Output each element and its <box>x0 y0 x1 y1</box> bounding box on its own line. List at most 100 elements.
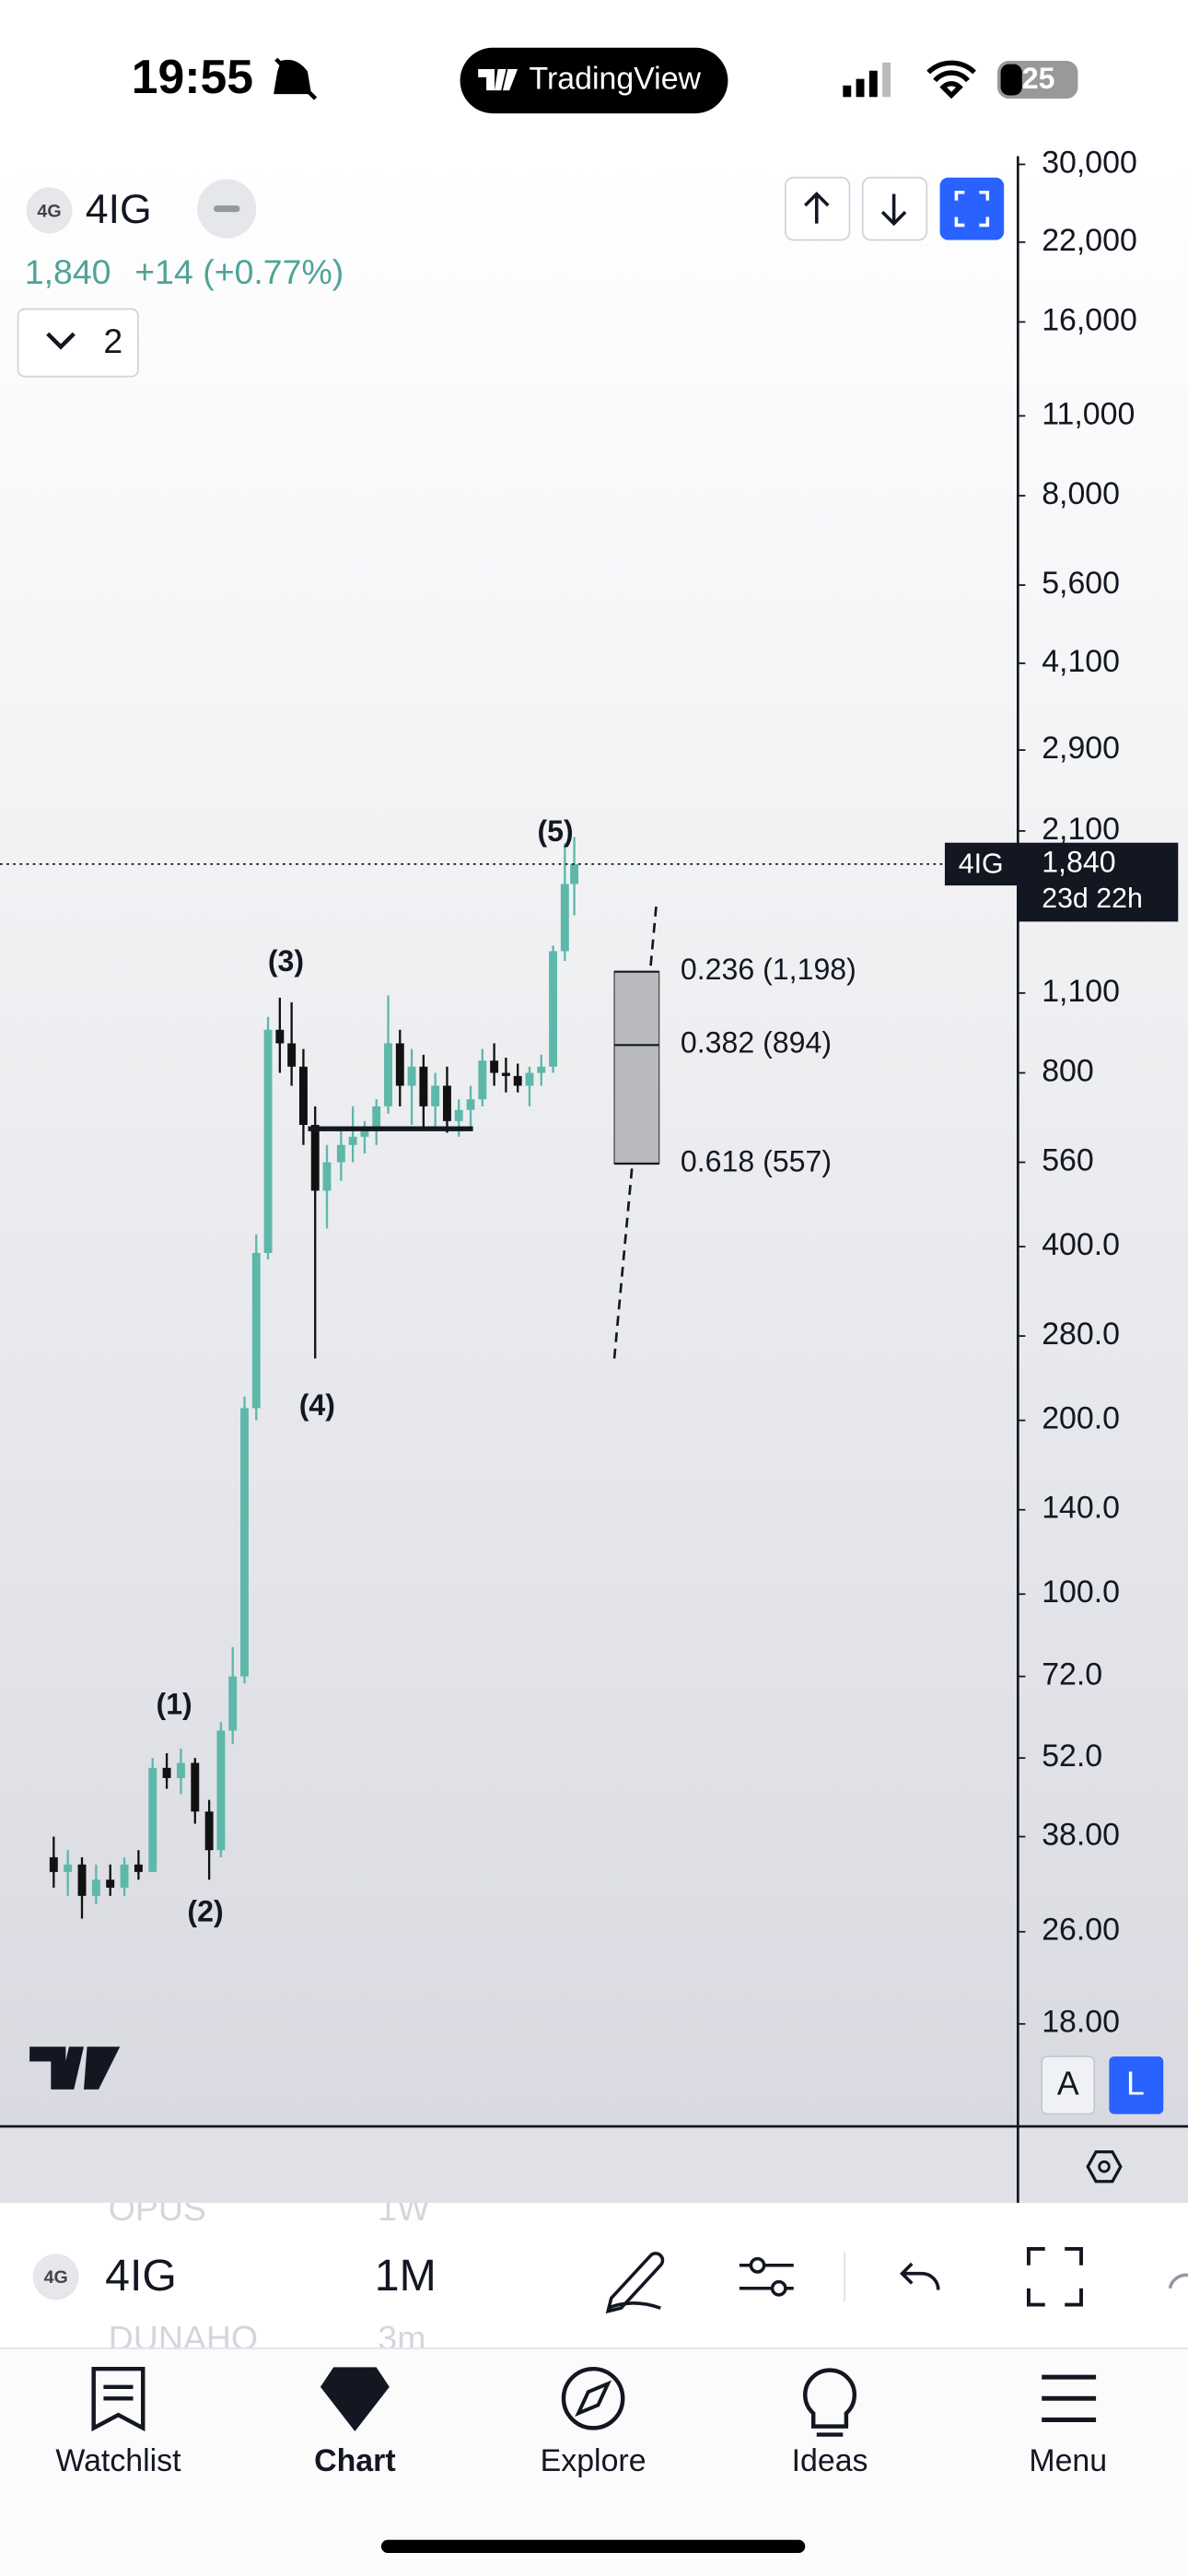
y-tick-label: 52.0 <box>1042 1739 1102 1774</box>
price-tag <box>1017 842 1179 922</box>
tab-label[interactable]: Menu <box>1029 2443 1107 2478</box>
candle-body <box>204 1811 214 1851</box>
candle-body <box>263 1029 273 1253</box>
y-tick-label: 280.0 <box>1042 1317 1120 1352</box>
candle-body <box>120 1864 129 1888</box>
symbol-tag-text: 4IG <box>959 849 1004 880</box>
candle-body <box>240 1408 249 1677</box>
faded-symbol: OPUS <box>109 2189 206 2228</box>
tv-icon <box>478 68 518 91</box>
faded-symbol: DUNAHO <box>109 2319 258 2358</box>
ideas-icon <box>803 2368 857 2437</box>
y-tick-label: 200.0 <box>1042 1401 1120 1436</box>
tv-watermark <box>29 2046 121 2090</box>
arrow-down <box>880 193 907 227</box>
y-tick-label: 22,000 <box>1042 223 1137 258</box>
app-pill <box>460 47 728 114</box>
y-tick-label: 30,000 <box>1042 145 1137 180</box>
candle-body <box>525 1072 534 1086</box>
chart-bg <box>0 156 1188 2126</box>
battery-text: 25 <box>1022 62 1055 95</box>
candle-body <box>77 1864 87 1896</box>
candle-body <box>287 1043 297 1067</box>
candle-body <box>191 1762 200 1812</box>
y-tick-label: 100.0 <box>1042 1575 1120 1610</box>
tab-label[interactable]: Explore <box>541 2443 646 2478</box>
tab-label[interactable]: Chart <box>314 2443 395 2478</box>
y-tick-label: 560 <box>1042 1142 1094 1177</box>
candle-body <box>64 1864 73 1872</box>
candle-body <box>478 1060 487 1100</box>
y-tick-label: 400.0 <box>1042 1227 1120 1262</box>
explore-icon <box>561 2366 625 2430</box>
fullscreen[interactable] <box>1026 2246 1083 2307</box>
y-tick-label: 140.0 <box>1042 1491 1120 1526</box>
log-scale-button[interactable] <box>1109 2056 1164 2114</box>
candle-body <box>454 1109 463 1121</box>
arrow-up <box>804 192 830 224</box>
bell-muted <box>274 57 318 100</box>
price-tag-countdown: 23d 22h <box>1042 884 1143 914</box>
candle-body <box>106 1879 115 1888</box>
candle-body <box>443 1085 451 1121</box>
candle-body <box>134 1864 143 1872</box>
price: 1,840 <box>25 252 111 291</box>
candle-body <box>336 1144 345 1163</box>
wave-label: (1) <box>157 1688 192 1721</box>
draw-tool[interactable] <box>605 2252 665 2314</box>
slider-knob <box>770 2279 787 2297</box>
auto-scale-button[interactable] <box>1041 2055 1096 2115</box>
signal <box>843 62 891 98</box>
candle-body <box>537 1066 546 1073</box>
candle-body <box>560 884 569 952</box>
time: 19:55 <box>132 50 253 103</box>
indicators-toggle[interactable] <box>17 308 139 378</box>
y-tick-label: 18.00 <box>1042 2005 1120 2040</box>
tab-label[interactable]: Ideas <box>792 2443 868 2478</box>
candle-body <box>348 1136 357 1145</box>
undo[interactable] <box>900 2262 940 2290</box>
candle-body <box>513 1075 522 1086</box>
candle-body <box>372 1106 381 1130</box>
tab-bar <box>0 2347 1188 2576</box>
candle-body <box>360 1129 369 1137</box>
y-tick-label: 5,600 <box>1042 566 1120 601</box>
fit-button[interactable] <box>939 177 1005 240</box>
wifi <box>926 60 976 100</box>
y-tick-label: 26.00 <box>1042 1913 1120 1948</box>
settings-dot <box>1098 2160 1111 2173</box>
app-name: TradingView <box>530 61 702 96</box>
fib-zone <box>613 970 660 1165</box>
tab-label[interactable]: Watchlist <box>55 2443 181 2478</box>
candle-body <box>431 1085 440 1107</box>
y-tick-label: 800 <box>1042 1053 1094 1088</box>
wave-label: (3) <box>268 944 304 978</box>
toolbar-interval[interactable]: 1M <box>375 2251 437 2301</box>
log-scale-label: L <box>1126 2066 1145 2102</box>
toolbar-symbol[interactable]: 4IG <box>105 2251 177 2301</box>
slider-knob <box>749 2256 766 2274</box>
candle-body <box>466 1099 475 1110</box>
candle-body <box>162 1767 171 1778</box>
home-indicator <box>380 2539 806 2554</box>
candle-body <box>407 1066 416 1086</box>
battery-level <box>1000 64 1022 96</box>
indicator-count: 2 <box>103 322 122 360</box>
candle-body <box>228 1676 238 1731</box>
y-tick-label: 38.00 <box>1042 1817 1120 1852</box>
more-tool[interactable] <box>1168 2273 1188 2289</box>
y-tick-label: 2,100 <box>1042 812 1120 847</box>
settings-icon[interactable] <box>1086 2150 1123 2184</box>
candle-body <box>570 863 579 884</box>
menu-icon <box>1042 2374 1097 2422</box>
wave-label: (5) <box>537 814 573 848</box>
candle-body <box>384 1043 392 1107</box>
compass-needle <box>575 2380 612 2418</box>
fit-icon <box>954 190 990 228</box>
y-tick-label: 2,900 <box>1042 731 1120 766</box>
candle-body <box>49 1856 58 1872</box>
candle-body <box>91 1879 100 1896</box>
chevron <box>46 332 76 350</box>
